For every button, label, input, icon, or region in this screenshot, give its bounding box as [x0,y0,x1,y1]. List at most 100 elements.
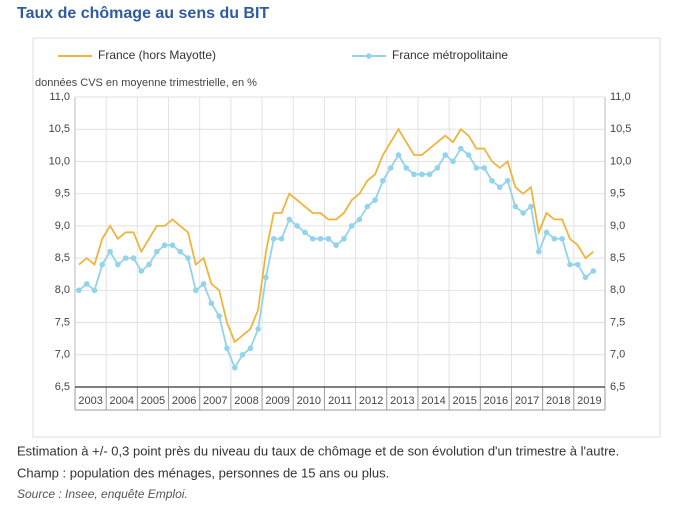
chart-frame [32,37,661,438]
y-tick-label: 9,0 [55,220,70,232]
point [473,165,480,171]
y-tick-label: 10,0 [49,155,70,167]
point [419,171,425,178]
legend-label: France métropolitaine [392,48,508,62]
point [364,203,371,210]
point [91,287,98,294]
point [512,203,519,210]
y-tick-label: 8,0 [55,284,70,296]
point [185,255,191,261]
x-tick-label: 2003 [78,395,102,407]
point [270,235,277,242]
y-tick-label: 7,0 [55,349,70,361]
y2-tick-label: 8,5 [610,252,625,264]
y2-tick-label: 9,5 [610,188,625,200]
point [590,268,597,274]
point [426,171,433,178]
point [193,287,199,294]
x-tick-label: 2004 [110,395,134,407]
point [520,210,526,216]
x-tick-label: 2010 [297,395,321,407]
y2-tick-label: 8,0 [610,284,625,296]
point [216,313,222,319]
point [76,287,82,294]
point [146,261,152,268]
note: Estimation à +/- 0,3 point près du nivea… [17,443,619,458]
point [224,345,230,352]
x-tick-label: 2011 [328,395,352,407]
point [551,235,558,242]
point [380,177,386,184]
x-tick-label: 2006 [172,395,196,407]
y-tick-label: 9,5 [55,188,70,200]
x-tick-label: 2012 [359,395,383,407]
point [208,300,215,307]
point [496,184,503,191]
y2-tick-label: 10,0 [610,155,631,167]
point [138,268,145,274]
chart-subtitle: données CVS en moyenne trimestrielle, en… [35,77,257,89]
point [231,364,238,371]
point [574,261,581,268]
point [169,242,176,249]
y2-tick-label: 7,5 [610,316,625,328]
y-tick-label: 8,5 [55,252,70,264]
point [161,242,168,249]
note: Champ : population des ménages, personne… [17,465,389,480]
point [247,345,254,352]
point [465,152,472,158]
point [115,261,121,268]
x-tick-label: 2008 [234,395,258,407]
point [403,165,410,171]
x-tick-label: 2014 [421,395,445,407]
point [333,242,339,249]
y-tick-label: 11,0 [49,91,70,103]
point [504,177,511,184]
point [348,223,355,229]
y2-tick-label: 9,0 [610,220,625,232]
point [255,326,261,332]
y2-tick-label: 11,0 [610,91,631,103]
x-tick-label: 2019 [577,395,601,407]
x-tick-label: 2015 [452,395,476,407]
point [122,255,129,261]
x-tick-label: 2013 [390,395,414,407]
y2-tick-label: 6,5 [610,381,625,393]
point [528,203,534,210]
point [411,171,417,178]
x-tick-label: 2007 [203,395,227,407]
point [294,223,300,229]
y2-tick-label: 10,5 [610,123,631,135]
point [395,152,402,158]
x-tick-label: 2009 [265,395,289,407]
point [107,248,113,255]
x-tick-label: 2016 [484,395,508,407]
series-line [78,127,594,344]
point [559,235,565,242]
y-tick-label: 10,5 [49,123,70,135]
point [442,152,449,158]
point [286,216,293,223]
chart-title: Taux de chômage au sens du BIT [17,5,269,22]
point [309,235,316,242]
point [177,248,184,255]
point [278,235,285,242]
point [317,235,324,242]
point [567,261,573,268]
point [543,229,550,236]
point [83,281,90,287]
point [450,158,456,165]
point [458,145,464,152]
point [535,248,542,255]
point [239,351,246,358]
point [481,165,487,171]
point [341,235,347,242]
point [200,281,207,287]
y2-tick-label: 7,0 [610,349,625,361]
x-tick-label: 2017 [515,395,539,407]
point [387,165,394,171]
point [372,197,378,203]
point [489,177,495,184]
legend-label: France (hors Mayotte) [98,48,216,62]
point [356,216,363,223]
